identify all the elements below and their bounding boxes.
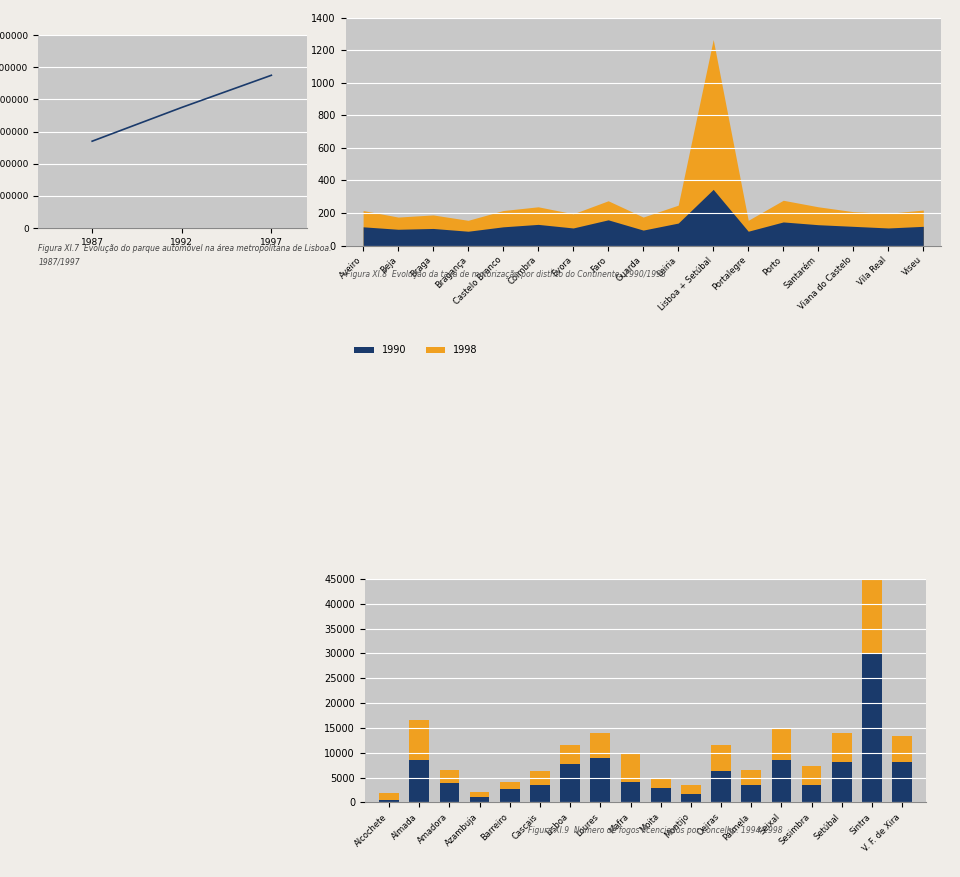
Bar	[802, 766, 822, 785]
Bar	[590, 733, 611, 758]
Bar	[530, 771, 550, 785]
Bar	[469, 797, 490, 802]
Bar	[409, 760, 429, 802]
Bar	[409, 721, 429, 760]
Bar	[741, 785, 761, 802]
Bar	[711, 771, 731, 802]
Bar	[711, 745, 731, 771]
Bar	[772, 730, 791, 760]
Bar	[500, 788, 519, 802]
Bar	[741, 770, 761, 785]
Bar	[772, 760, 791, 802]
Bar	[379, 793, 398, 800]
Bar	[832, 733, 852, 762]
Bar	[621, 781, 640, 802]
Text: Figura XI.9  Número de fogos licenciados por concelho. 1994/1998: Figura XI.9 Número de fogos licenciados …	[528, 826, 782, 835]
Bar	[832, 762, 852, 802]
Bar	[440, 770, 459, 782]
Bar	[651, 788, 670, 802]
Bar	[440, 782, 459, 802]
Bar	[500, 782, 519, 788]
Bar	[561, 764, 580, 802]
Bar	[621, 754, 640, 781]
Bar	[862, 576, 882, 653]
Bar	[893, 762, 912, 802]
Text: Figura XI.8  Evolução da taxa de motorização por distrito do Continente. 1990/19: Figura XI.8 Evolução da taxa de motoriza…	[346, 270, 665, 279]
Bar	[530, 785, 550, 802]
Bar	[379, 800, 398, 802]
Bar	[561, 745, 580, 764]
Bar	[651, 779, 670, 788]
Bar	[469, 792, 490, 797]
Bar	[802, 785, 822, 802]
Bar	[590, 758, 611, 802]
Bar	[893, 736, 912, 762]
Text: 1987/1997: 1987/1997	[38, 258, 80, 267]
Text: Figura XI.7  Evolução do parque automóvel na área metropolitana de Lisboa.: Figura XI.7 Evolução do parque automóvel…	[38, 244, 332, 253]
Bar	[681, 794, 701, 802]
Bar	[681, 785, 701, 794]
Legend: 1990, 1998: 1990, 1998	[350, 341, 481, 360]
Bar	[862, 653, 882, 802]
